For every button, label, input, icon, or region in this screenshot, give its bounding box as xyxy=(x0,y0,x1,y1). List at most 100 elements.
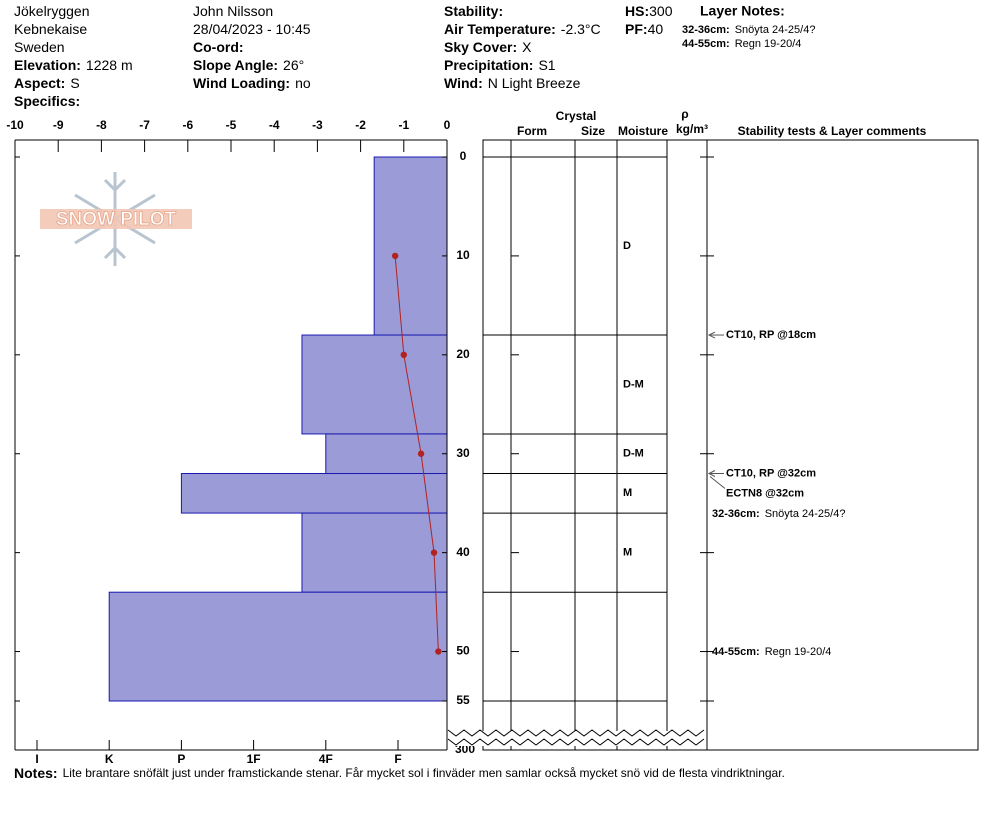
hardness-tick-label: I xyxy=(35,752,38,766)
table-frame xyxy=(482,139,979,751)
field-value: Sweden xyxy=(14,39,65,55)
logo-text: SNOW PILOT xyxy=(56,209,177,230)
x-tick-label: -2 xyxy=(355,118,366,132)
header-field: Air Temperature: -2.3°C xyxy=(444,21,601,37)
note-range: 32-36cm: xyxy=(712,508,760,520)
y-tick-label: 55 xyxy=(456,693,470,707)
field-label: Sky Cover: xyxy=(444,39,517,55)
field-label: Wind: xyxy=(444,75,483,91)
note-text: Snöyta 24-25/4? xyxy=(765,508,846,520)
x-tick-label: 0 xyxy=(444,118,451,132)
x-tick-label: -3 xyxy=(312,118,323,132)
field-value: John Nilsson xyxy=(193,3,273,19)
field-value: -2.3°C xyxy=(561,21,601,37)
field-value: 40 xyxy=(648,21,664,37)
layer-note: 32-36cm: Snöyta 24-25/4? xyxy=(682,24,815,36)
header-field: Wind: N Light Breeze xyxy=(444,75,581,91)
hardness-bar xyxy=(180,473,448,514)
column-header: kg/m³ xyxy=(676,122,708,136)
field-label: Precipitation: xyxy=(444,57,533,73)
y-tick-label: 50 xyxy=(456,644,470,658)
field-label: HS: xyxy=(625,3,649,19)
note-text: Regn 19-20/4 xyxy=(765,646,832,658)
field-label: Aspect: xyxy=(14,75,65,91)
header-field: Elevation: 1228 m xyxy=(14,57,133,73)
note-range: 32-36cm: xyxy=(682,24,730,36)
layer-note: 44-55cm: Regn 19-20/4 xyxy=(682,38,801,50)
header-field: Kebnekaise xyxy=(14,21,87,37)
field-label: PF: xyxy=(625,21,648,37)
arrow-head xyxy=(707,470,716,477)
hardness-tick-label: 4F xyxy=(319,752,333,766)
x-tick-label: -4 xyxy=(269,118,280,132)
field-value: S1 xyxy=(538,57,555,73)
temperature-point xyxy=(435,648,442,655)
moisture: D-M xyxy=(623,378,644,390)
field-value: no xyxy=(295,75,311,91)
note-range: 44-55cm: xyxy=(682,38,730,50)
column-header: Moisture xyxy=(618,124,668,138)
notes: Notes: Lite brantare snöfält just under f… xyxy=(14,765,785,781)
header-field: Jökelryggen xyxy=(14,3,90,19)
header-field: Slope Angle: 26° xyxy=(193,57,304,73)
field-value: Jökelryggen xyxy=(14,3,90,19)
field-value: 300 xyxy=(649,3,673,19)
y-tick-label: 30 xyxy=(456,446,470,460)
layer-comment: 32-36cm: Snöyta 24-25/4? xyxy=(712,508,845,520)
header-field: Sweden xyxy=(14,39,65,55)
hardness-tick-label: K xyxy=(105,752,114,766)
hardness-tick-label: F xyxy=(394,752,401,766)
field-label: Elevation: xyxy=(14,57,81,73)
note-text: Regn 19-20/4 xyxy=(735,38,802,50)
field-value: Kebnekaise xyxy=(14,21,87,37)
layer-notes-title: Layer Notes: xyxy=(700,3,785,19)
field-label: Slope Angle: xyxy=(193,57,278,73)
moisture: M xyxy=(623,547,632,559)
break-line xyxy=(447,729,705,737)
temperature-point xyxy=(417,450,425,457)
column-header: ρ xyxy=(681,107,688,121)
test-label: CT10, RP @18cm xyxy=(726,329,816,341)
test-label: CT10, RP @32cm xyxy=(726,467,816,479)
hardness-bar xyxy=(301,512,448,593)
x-tick-label: -9 xyxy=(53,118,64,132)
hardness-bar xyxy=(108,591,448,702)
notes-text: Lite brantare snöfält just under framsti… xyxy=(63,766,785,780)
x-tick-label: -6 xyxy=(182,118,193,132)
x-tick-label: -5 xyxy=(226,118,237,132)
field-value: S xyxy=(70,75,79,91)
field-label: Stability: xyxy=(444,3,503,19)
temperature-point xyxy=(391,252,399,260)
x-tick-label: -10 xyxy=(6,118,24,132)
header-field: Wind Loading: no xyxy=(193,75,311,91)
field-value: 26° xyxy=(283,57,304,73)
field-label: Co-ord: xyxy=(193,39,244,55)
temperature-point xyxy=(400,351,407,359)
x-tick-label: -7 xyxy=(139,118,150,132)
header-field: Stability: xyxy=(444,3,503,19)
header-field: 28/04/2023 - 10:45 xyxy=(193,21,311,37)
note-text: Snöyta 24-25/4? xyxy=(735,24,816,36)
field-label: Wind Loading: xyxy=(193,75,290,91)
hardness-tick-label: P xyxy=(177,752,185,766)
field-label: Specifics: xyxy=(14,93,80,109)
x-tick-label: -1 xyxy=(398,118,409,132)
header-field: Specifics: xyxy=(14,93,80,109)
moisture: D xyxy=(623,240,631,252)
field-label: Air Temperature: xyxy=(444,21,556,37)
hardness-bar xyxy=(301,334,448,435)
column-header: Size xyxy=(581,124,605,138)
test-arrow xyxy=(709,476,726,489)
hardness-tick-label: 1F xyxy=(247,752,261,766)
arrow-head xyxy=(707,331,716,339)
field-value: X xyxy=(522,39,532,55)
test-label: ECTN8 @32cm xyxy=(726,487,804,499)
header-field: Sky Cover: X xyxy=(444,39,532,55)
header-field: Precipitation: S1 xyxy=(444,57,556,73)
header-field: HS:300 xyxy=(625,3,673,19)
note-range: 44-55cm: xyxy=(712,646,760,658)
layer-comment: 44-55cm: Regn 19-20/4 xyxy=(712,646,831,658)
header-field: PF:40 xyxy=(625,21,663,37)
